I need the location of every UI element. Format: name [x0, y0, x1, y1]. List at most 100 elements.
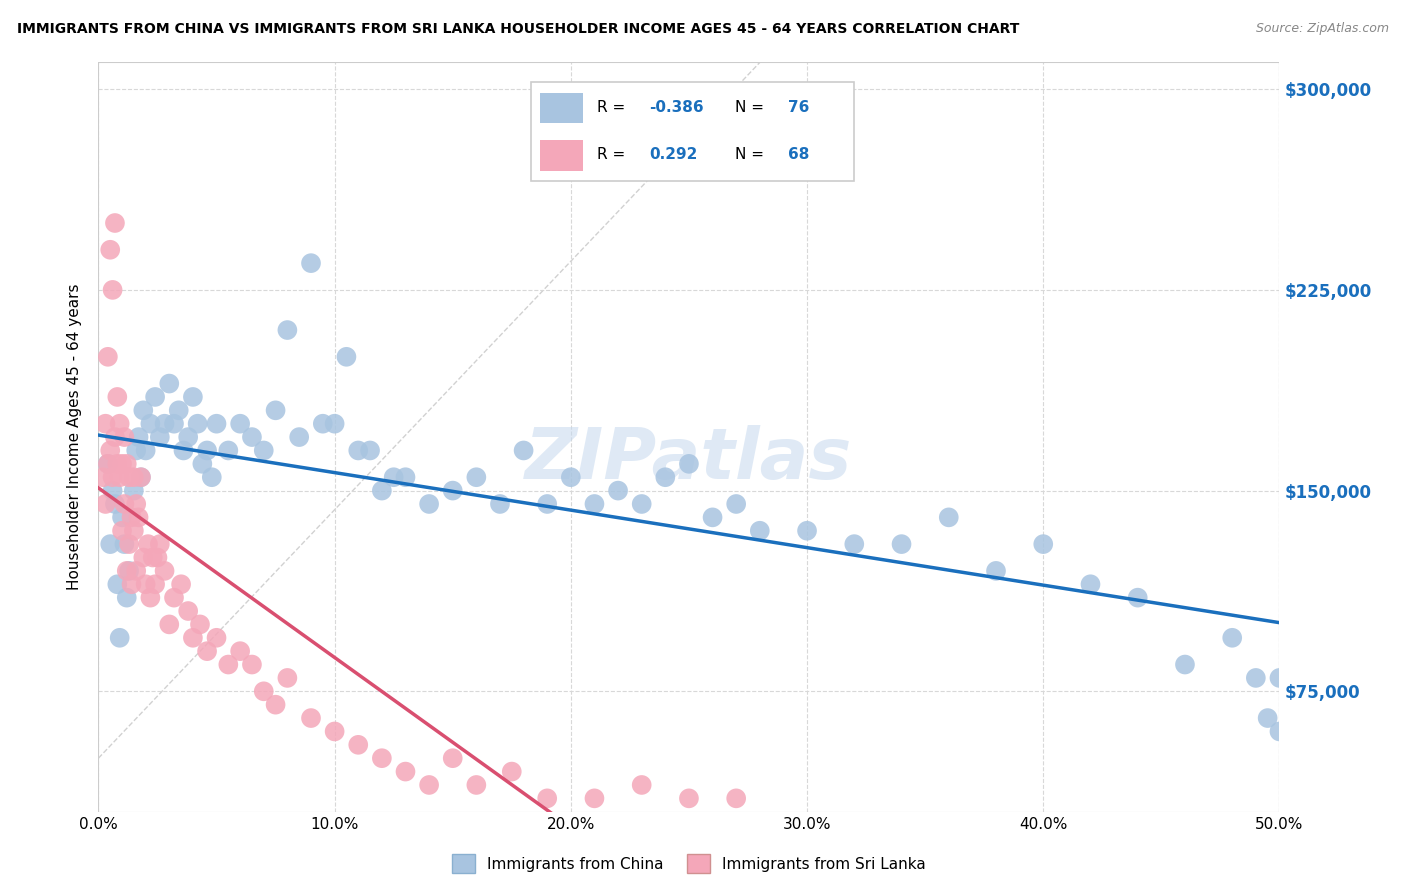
- Point: [139, 591, 162, 605]
- Point: [512, 443, 534, 458]
- Point: [104, 430, 127, 444]
- Text: Source: ZipAtlas.com: Source: ZipAtlas.com: [1256, 22, 1389, 36]
- Point: [135, 577, 157, 591]
- Point: [678, 457, 700, 471]
- Point: [97, 457, 120, 471]
- Point: [111, 524, 134, 538]
- Point: [382, 470, 405, 484]
- Text: 0.292: 0.292: [650, 146, 697, 161]
- Point: [128, 430, 150, 444]
- Point: [139, 417, 162, 431]
- Point: [501, 764, 523, 779]
- Point: [489, 497, 512, 511]
- Point: [890, 537, 912, 551]
- Point: [121, 510, 143, 524]
- Text: -0.386: -0.386: [650, 101, 704, 115]
- Point: [153, 564, 176, 578]
- Point: [264, 698, 287, 712]
- Point: [115, 591, 138, 605]
- Point: [143, 390, 166, 404]
- Point: [312, 417, 335, 431]
- Point: [702, 510, 724, 524]
- Point: [149, 537, 172, 551]
- Point: [118, 537, 141, 551]
- Point: [465, 470, 488, 484]
- Point: [536, 497, 558, 511]
- Point: [299, 711, 322, 725]
- Point: [938, 510, 960, 524]
- Point: [167, 403, 190, 417]
- Point: [299, 256, 322, 270]
- Point: [101, 483, 124, 498]
- Text: 68: 68: [789, 146, 810, 161]
- Point: [654, 470, 676, 484]
- Point: [465, 778, 488, 792]
- Point: [111, 457, 134, 471]
- Point: [205, 631, 228, 645]
- Text: N =: N =: [735, 101, 769, 115]
- Bar: [540, 93, 583, 123]
- Text: N =: N =: [735, 146, 769, 161]
- Point: [1080, 577, 1102, 591]
- Point: [1268, 671, 1291, 685]
- Point: [104, 216, 127, 230]
- Point: [101, 283, 124, 297]
- Point: [108, 417, 131, 431]
- Point: [142, 550, 165, 565]
- Point: [177, 430, 200, 444]
- Point: [418, 778, 440, 792]
- Point: [1257, 711, 1279, 725]
- Point: [187, 417, 209, 431]
- Point: [181, 631, 204, 645]
- Point: [149, 430, 172, 444]
- Point: [1268, 724, 1291, 739]
- Point: [105, 457, 128, 471]
- Point: [108, 631, 131, 645]
- Point: [240, 657, 263, 672]
- Point: [191, 457, 214, 471]
- Y-axis label: Householder Income Ages 45 - 64 years: Householder Income Ages 45 - 64 years: [67, 284, 83, 591]
- Point: [118, 470, 141, 484]
- Legend: Immigrants from China, Immigrants from Sri Lanka: Immigrants from China, Immigrants from S…: [446, 848, 932, 879]
- Point: [371, 483, 394, 498]
- Point: [630, 778, 652, 792]
- Point: [394, 470, 416, 484]
- Point: [217, 657, 239, 672]
- Point: [97, 457, 120, 471]
- Point: [112, 537, 135, 551]
- Point: [129, 470, 152, 484]
- Point: [201, 470, 224, 484]
- Point: [796, 524, 818, 538]
- Point: [560, 470, 582, 484]
- Point: [143, 577, 166, 591]
- Bar: [540, 140, 583, 170]
- Point: [229, 417, 252, 431]
- Point: [188, 617, 211, 632]
- Point: [288, 430, 311, 444]
- Point: [583, 497, 606, 511]
- Point: [112, 430, 135, 444]
- Point: [630, 497, 652, 511]
- Point: [253, 684, 276, 698]
- Point: [323, 724, 346, 739]
- Point: [157, 376, 180, 391]
- Point: [276, 671, 298, 685]
- Point: [205, 417, 228, 431]
- Point: [108, 470, 131, 484]
- Point: [98, 443, 121, 458]
- Point: [347, 443, 370, 458]
- Point: [347, 738, 370, 752]
- Point: [844, 537, 866, 551]
- Point: [177, 604, 200, 618]
- Point: [725, 791, 748, 805]
- Point: [217, 443, 239, 458]
- Text: R =: R =: [596, 101, 630, 115]
- Point: [135, 443, 157, 458]
- Point: [105, 390, 128, 404]
- Point: [163, 591, 186, 605]
- Point: [94, 497, 117, 511]
- Point: [136, 537, 159, 551]
- Point: [1174, 657, 1197, 672]
- Point: [264, 403, 287, 417]
- Point: [276, 323, 298, 337]
